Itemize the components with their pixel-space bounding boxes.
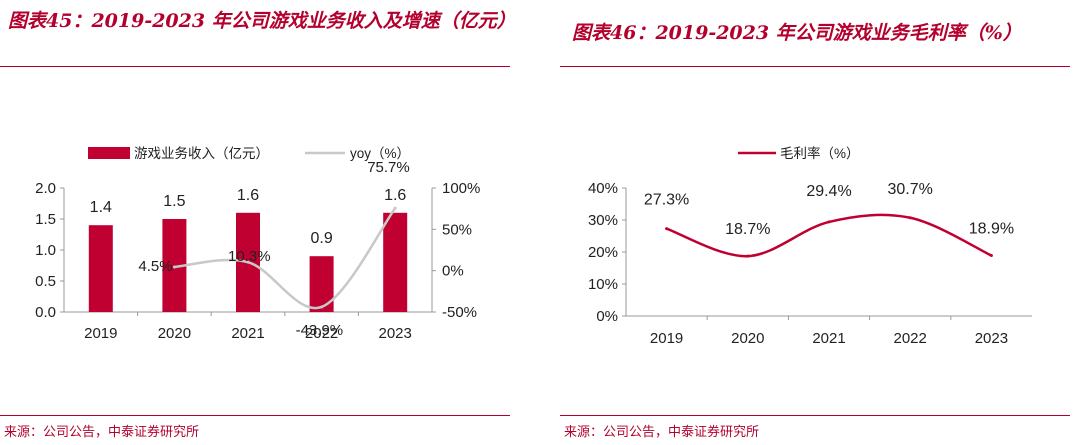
right-chart-title: 图表46：2019-2023 年公司游戏业务毛利率（%）	[572, 22, 1022, 44]
right-y-tick-label: -50%	[442, 304, 477, 321]
margin-point	[665, 227, 669, 231]
margin-point	[827, 220, 831, 224]
left-chart-title: 图表45：2019-2023 年公司游戏业务收入及增速（亿元）	[8, 10, 516, 32]
x-tick-label: 2022	[894, 330, 927, 347]
left-y-tick-label: 1.0	[35, 242, 56, 259]
margin-label: 18.7%	[725, 221, 770, 238]
yoy-line	[174, 207, 397, 310]
left-title-rule	[0, 66, 510, 67]
left-source-rule	[0, 415, 510, 416]
yoy-label: 4.5%	[138, 258, 172, 275]
yoy-label: 10.3%	[228, 248, 271, 265]
yoy-label: 75.7%	[367, 159, 410, 176]
yoy-point	[393, 206, 397, 210]
left-panel: 图表45：2019-2023 年公司游戏业务收入及增速（亿元） 0.0 0.5 1.…	[0, 0, 520, 445]
x-tick-label: 2021	[231, 325, 264, 342]
y-tick-label: 40%	[588, 180, 618, 197]
margin-point	[989, 254, 993, 258]
revenue-bar-label: 1.5	[163, 193, 185, 210]
x-tick-label: 2022	[305, 325, 338, 342]
margin-label: 18.9%	[969, 221, 1014, 238]
revenue-bar	[88, 225, 113, 312]
margin-label: 27.3%	[644, 192, 689, 209]
x-tick-label: 2020	[158, 325, 191, 342]
left-y-tick-label: 1.5	[35, 211, 56, 228]
margin-chart: 0% 10% 20% 30% 40% 2019 2020 2021 2022 2023 27.3% 1…	[588, 145, 1032, 347]
yoy-label: -43.9%	[296, 322, 344, 339]
left-source: 来源：公司公告，中泰证券研究所	[4, 425, 200, 440]
yoy-point	[172, 265, 176, 269]
legend-revenue-label: 游戏业务收入（亿元）	[134, 146, 269, 161]
revenue-bar-label: 1.6	[384, 187, 406, 204]
margin-point	[908, 216, 912, 220]
yoy-point	[246, 260, 250, 264]
revenue-bar-label: 1.6	[237, 187, 259, 204]
right-panel: 图表46：2019-2023 年公司游戏业务毛利率（%） 0% 10% 20% 30%…	[560, 0, 1080, 445]
right-title-rule	[560, 66, 1070, 67]
margin-point	[746, 254, 750, 258]
legend-margin-label: 毛利率（%）	[780, 145, 860, 161]
revenue-bar-label: 1.4	[90, 199, 112, 216]
x-tick-label: 2021	[812, 330, 845, 347]
x-tick-label: 2019	[84, 325, 117, 342]
left-y-tick-label: 0.5	[35, 273, 56, 290]
margin-label: 29.4%	[806, 183, 851, 200]
y-tick-label: 30%	[588, 212, 618, 229]
x-tick-label: 2020	[731, 330, 764, 347]
y-tick-label: 10%	[588, 276, 618, 293]
right-y-tick-label: 100%	[442, 180, 480, 197]
right-y-tick-label: 50%	[442, 221, 472, 238]
revenue-chart: 0.0 0.5 1.0 1.5 2.0 -50% 0% 50% 100% 2019 2020 2021…	[35, 146, 480, 342]
left-y-tick-label: 2.0	[35, 180, 56, 197]
x-tick-label: 2023	[975, 330, 1008, 347]
revenue-bar	[309, 256, 334, 312]
y-tick-label: 0%	[596, 308, 618, 325]
y-tick-label: 20%	[588, 244, 618, 261]
right-y-tick-label: 0%	[442, 263, 464, 280]
yoy-point	[320, 305, 324, 309]
revenue-bar	[383, 212, 408, 312]
right-source-rule	[560, 415, 1070, 416]
revenue-bar-label: 0.9	[310, 230, 332, 247]
left-y-tick-label: 0.0	[35, 304, 56, 321]
legend-yoy-label: yoy（%）	[350, 146, 410, 161]
right-source: 来源：公司公告，中泰证券研究所	[564, 425, 760, 440]
margin-label: 30.7%	[888, 181, 933, 198]
legend-revenue-swatch	[88, 147, 130, 159]
x-tick-label: 2023	[379, 325, 412, 342]
x-tick-label: 2019	[650, 330, 683, 347]
